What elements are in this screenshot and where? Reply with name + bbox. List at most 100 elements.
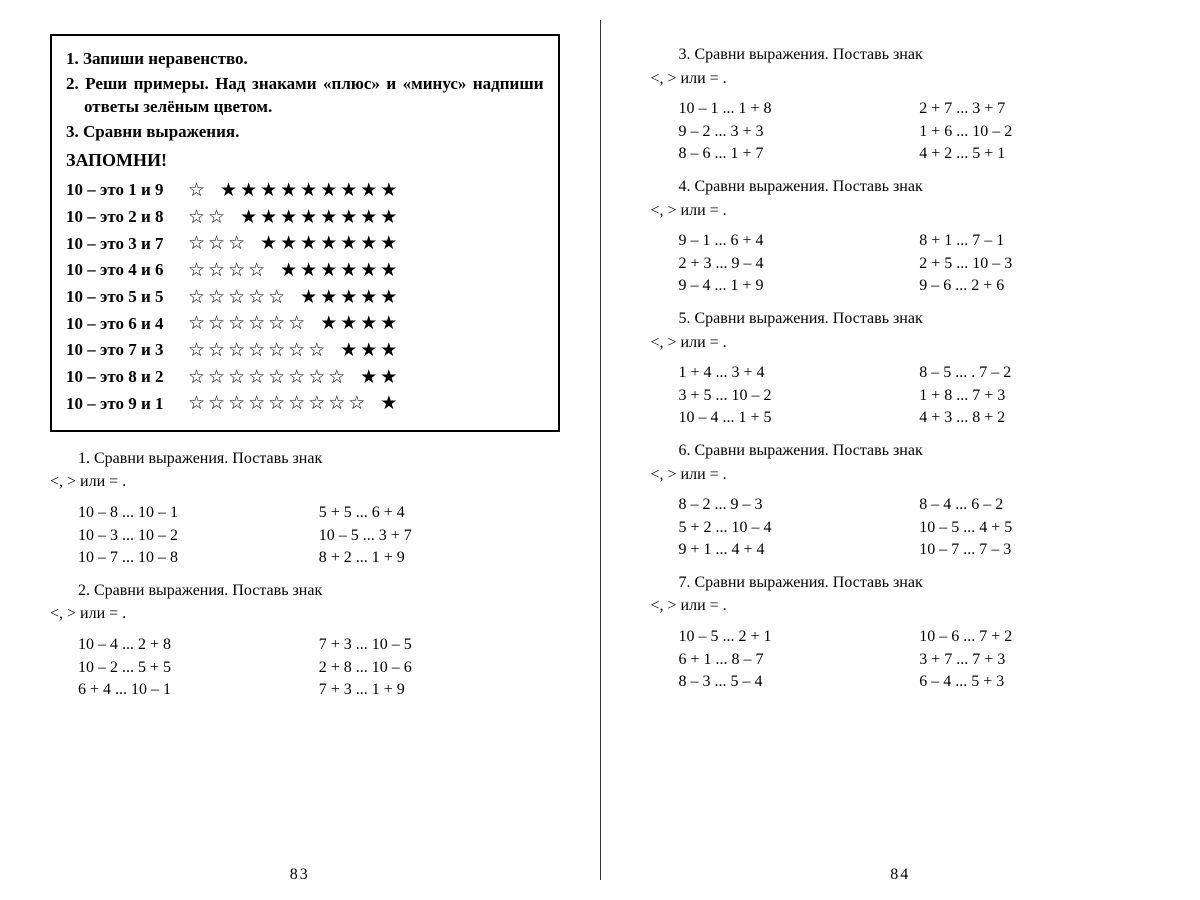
expression: 10 – 5 ... 2 + 1 (679, 626, 920, 648)
page-left: 1. Запиши неравенство. 2. Реши примеры. … (0, 0, 600, 900)
star-icons: ☆☆☆☆☆☆☆☆★★ (188, 365, 400, 391)
task-col-right: 7 + 3 ... 10 – 52 + 8 ... 10 – 67 + 3 ..… (319, 633, 560, 702)
star-row-label: 10 – это 9 и 1 (66, 393, 188, 416)
star-row: 10 – это 6 и 4☆☆☆☆☆☆★★★★ (66, 311, 544, 337)
star-row-label: 10 – это 8 и 2 (66, 366, 188, 389)
expression: 2 + 8 ... 10 – 6 (319, 657, 560, 679)
task-col-right: 5 + 5 ... 6 + 410 – 5 ... 3 + 78 + 2 ...… (319, 501, 560, 570)
instruction-line-1: 1. Запиши неравенство. (66, 48, 544, 71)
task-columns: 10 – 1 ... 1 + 89 – 2 ... 3 + 38 – 6 ...… (651, 97, 1161, 166)
task-col-right: 2 + 7 ... 3 + 71 + 6 ... 10 – 24 + 2 ...… (919, 97, 1160, 166)
star-row: 10 – это 4 и 6☆☆☆☆★★★★★★ (66, 258, 544, 284)
task-subheading: <, > или = . (651, 332, 1161, 354)
task-col-left: 10 – 8 ... 10 – 110 – 3 ... 10 – 210 – 7… (78, 501, 319, 570)
tasks-right-page: 3. Сравни выражения. Поставь знак<, > ил… (651, 44, 1161, 694)
star-row-label: 10 – это 2 и 8 (66, 206, 188, 229)
task-heading: 4. Сравни выражения. Поставь знак (651, 176, 1161, 198)
tasks-left-page: 1. Сравни выражения. Поставь знак<, > ил… (50, 448, 560, 702)
expression: 8 – 2 ... 9 – 3 (679, 494, 920, 516)
task-columns: 9 – 1 ... 6 + 42 + 3 ... 9 – 49 – 4 ... … (651, 229, 1161, 298)
star-row: 10 – это 9 и 1☆☆☆☆☆☆☆☆☆★ (66, 391, 544, 417)
expression: 8 – 5 ... . 7 – 2 (919, 362, 1160, 384)
task-heading: 3. Сравни выражения. Поставь знак (651, 44, 1161, 66)
task-col-left: 1 + 4 ... 3 + 43 + 5 ... 10 – 210 – 4 ..… (679, 361, 920, 430)
expression: 10 – 1 ... 1 + 8 (679, 98, 920, 120)
expression: 7 + 3 ... 1 + 9 (319, 679, 560, 701)
expression: 10 – 3 ... 10 – 2 (78, 525, 319, 547)
star-row: 10 – это 1 и 9☆★★★★★★★★★ (66, 178, 544, 204)
task-heading: 5. Сравни выражения. Поставь знак (651, 308, 1161, 330)
expression: 4 + 2 ... 5 + 1 (919, 143, 1160, 165)
task-subheading: <, > или = . (50, 471, 560, 493)
star-row: 10 – это 7 и 3☆☆☆☆☆☆☆★★★ (66, 338, 544, 364)
star-row-label: 10 – это 5 и 5 (66, 286, 188, 309)
task-columns: 8 – 2 ... 9 – 35 + 2 ... 10 – 49 + 1 ...… (651, 493, 1161, 562)
remember-heading: ЗАПОМНИ! (66, 148, 544, 172)
expression: 10 – 8 ... 10 – 1 (78, 502, 319, 524)
task-columns: 10 – 5 ... 2 + 16 + 1 ... 8 – 78 – 3 ...… (651, 625, 1161, 694)
expression: 10 – 6 ... 7 + 2 (919, 626, 1160, 648)
expression: 9 – 4 ... 1 + 9 (679, 275, 920, 297)
star-icons: ☆☆☆☆★★★★★★ (188, 258, 400, 284)
task-col-left: 9 – 1 ... 6 + 42 + 3 ... 9 – 49 – 4 ... … (679, 229, 920, 298)
task-subheading: <, > или = . (651, 68, 1161, 90)
page-number-right: 84 (601, 864, 1200, 886)
expression: 6 + 4 ... 10 – 1 (78, 679, 319, 701)
expression: 3 + 5 ... 10 – 2 (679, 385, 920, 407)
star-row-label: 10 – это 7 и 3 (66, 339, 188, 362)
task-heading: 2. Сравни выражения. Поставь знак (50, 580, 560, 602)
star-icons: ☆☆☆★★★★★★★ (188, 231, 400, 257)
expression: 1 + 4 ... 3 + 4 (679, 362, 920, 384)
star-icons: ☆☆☆☆☆☆★★★★ (188, 311, 400, 337)
expression: 10 – 7 ... 10 – 8 (78, 547, 319, 569)
star-row: 10 – это 5 и 5☆☆☆☆☆★★★★★ (66, 285, 544, 311)
task-heading: 1. Сравни выражения. Поставь знак (50, 448, 560, 470)
task-col-left: 10 – 5 ... 2 + 16 + 1 ... 8 – 78 – 3 ...… (679, 625, 920, 694)
star-row-label: 10 – это 1 и 9 (66, 179, 188, 202)
expression: 2 + 3 ... 9 – 4 (679, 253, 920, 275)
expression: 2 + 5 ... 10 – 3 (919, 253, 1160, 275)
expression: 8 – 3 ... 5 – 4 (679, 671, 920, 693)
task-col-left: 10 – 1 ... 1 + 89 – 2 ... 3 + 38 – 6 ...… (679, 97, 920, 166)
task-heading: 6. Сравни выражения. Поставь знак (651, 440, 1161, 462)
page-right: 3. Сравни выражения. Поставь знак<, > ил… (601, 0, 1200, 900)
task-col-right: 10 – 6 ... 7 + 23 + 7 ... 7 + 36 – 4 ...… (919, 625, 1160, 694)
star-icons: ☆★★★★★★★★★ (188, 178, 400, 204)
star-decomposition-table: 10 – это 1 и 9☆★★★★★★★★★10 – это 2 и 8☆☆… (66, 178, 544, 417)
expression: 10 – 4 ... 1 + 5 (679, 407, 920, 429)
expression: 8 + 1 ... 7 – 1 (919, 230, 1160, 252)
instruction-line-2: 2. Реши примеры. Над знаками «плюс» и «м… (66, 73, 544, 119)
star-row: 10 – это 2 и 8☆☆★★★★★★★★ (66, 205, 544, 231)
task-col-right: 8 – 5 ... . 7 – 21 + 8 ... 7 + 34 + 3 ..… (919, 361, 1160, 430)
expression: 9 – 1 ... 6 + 4 (679, 230, 920, 252)
task-subheading: <, > или = . (651, 200, 1161, 222)
page-number-left: 83 (0, 864, 600, 886)
star-icons: ☆☆☆☆☆☆☆☆☆★ (188, 391, 400, 417)
star-row-label: 10 – это 3 и 7 (66, 233, 188, 256)
expression: 10 – 5 ... 3 + 7 (319, 525, 560, 547)
expression: 10 – 2 ... 5 + 5 (78, 657, 319, 679)
task-col-right: 8 – 4 ... 6 – 210 – 5 ... 4 + 510 – 7 ..… (919, 493, 1160, 562)
expression: 8 – 4 ... 6 – 2 (919, 494, 1160, 516)
task-subheading: <, > или = . (651, 464, 1161, 486)
expression: 9 – 6 ... 2 + 6 (919, 275, 1160, 297)
expression: 8 – 6 ... 1 + 7 (679, 143, 920, 165)
instruction-box: 1. Запиши неравенство. 2. Реши примеры. … (50, 34, 560, 432)
expression: 10 – 4 ... 2 + 8 (78, 634, 319, 656)
task-col-right: 8 + 1 ... 7 – 12 + 5 ... 10 – 39 – 6 ...… (919, 229, 1160, 298)
expression: 8 + 2 ... 1 + 9 (319, 547, 560, 569)
instruction-line-3: 3. Сравни выражения. (66, 121, 544, 144)
star-icons: ☆☆★★★★★★★★ (188, 205, 400, 231)
expression: 6 + 1 ... 8 – 7 (679, 649, 920, 671)
task-columns: 1 + 4 ... 3 + 43 + 5 ... 10 – 210 – 4 ..… (651, 361, 1161, 430)
task-columns: 10 – 8 ... 10 – 110 – 3 ... 10 – 210 – 7… (50, 501, 560, 570)
expression: 10 – 5 ... 4 + 5 (919, 517, 1160, 539)
task-subheading: <, > или = . (651, 595, 1161, 617)
expression: 2 + 7 ... 3 + 7 (919, 98, 1160, 120)
expression: 5 + 5 ... 6 + 4 (319, 502, 560, 524)
expression: 5 + 2 ... 10 – 4 (679, 517, 920, 539)
star-row: 10 – это 3 и 7☆☆☆★★★★★★★ (66, 231, 544, 257)
expression: 3 + 7 ... 7 + 3 (919, 649, 1160, 671)
star-icons: ☆☆☆☆☆★★★★★ (188, 285, 400, 311)
expression: 1 + 8 ... 7 + 3 (919, 385, 1160, 407)
